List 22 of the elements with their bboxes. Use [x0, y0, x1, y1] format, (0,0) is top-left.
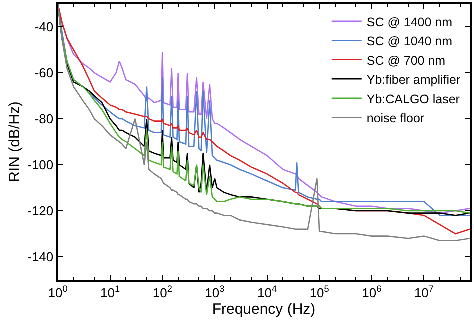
legend-label: SC @ 700 nm [366, 54, 446, 68]
x-tick-label: 10$^{2}$ [152, 284, 172, 300]
y-tick-label: -80 [34, 112, 54, 127]
y-tick-label: -120 [28, 204, 54, 219]
x-tick-label: 10$^{1}$ [100, 284, 120, 300]
x-axis-title: Frequency (Hz) [212, 300, 316, 318]
y-tick-label: -60 [34, 66, 54, 81]
legend-label: Yb:CALGO laser [366, 92, 460, 106]
x-tick-label: 10$^{0}$ [48, 284, 68, 300]
y-tick-label: -100 [28, 158, 54, 173]
legend-label: SC @ 1400 nm [366, 15, 453, 30]
x-tick-label: 10$^{3}$ [205, 284, 225, 300]
x-tick-label: 10$^{5}$ [310, 284, 330, 300]
y-tick-label: -40 [34, 20, 54, 35]
legend-label: SC @ 1040 nm [366, 34, 453, 49]
y-tick-label: -140 [28, 250, 54, 265]
legend-label: noise floor [366, 112, 425, 126]
x-tick-label: 10$^{6}$ [362, 284, 382, 300]
x-tick-label: 10$^{4}$ [258, 284, 278, 300]
x-tick-label: 10$^{7}$ [414, 284, 434, 300]
legend-label: Yb:fiber amplifier [366, 73, 461, 88]
y-axis-title: RIN (dB/Hz) [6, 102, 24, 182]
